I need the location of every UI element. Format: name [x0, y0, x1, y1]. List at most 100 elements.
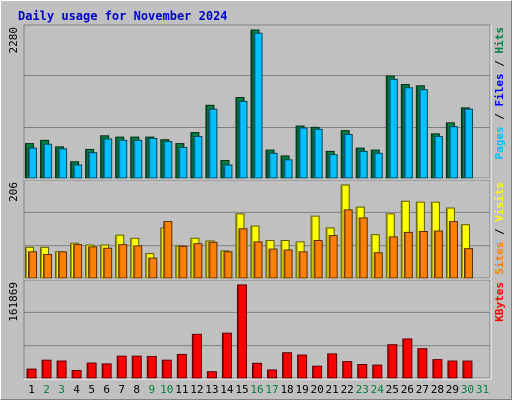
legend-text: Pages / Files / Hits [493, 27, 506, 160]
bar-files-10 [163, 141, 173, 179]
panel-kbytes: 161869 [7, 279, 492, 380]
bar-kbytes-13 [206, 371, 217, 379]
legend-item-files: Files [493, 73, 506, 106]
bar-kbytes-3 [56, 360, 67, 379]
x-tick-label: 16 [250, 383, 263, 396]
bar-kbytes-28 [432, 359, 443, 379]
x-tick-label: 25 [386, 383, 399, 396]
bar-sites-5 [88, 246, 98, 279]
bar-kbytes-11 [176, 353, 187, 379]
bar-kbytes-5 [86, 362, 97, 379]
x-tick-label: 3 [58, 383, 65, 396]
bar-files-12 [193, 135, 203, 179]
bar-kbytes-24 [372, 364, 383, 379]
bar-files-15 [238, 100, 248, 179]
bar-kbytes-9 [146, 355, 157, 379]
x-tick-label: 10 [160, 383, 173, 396]
bar-files-17 [268, 152, 278, 179]
bar-files-22 [343, 134, 353, 179]
bar-sites-12 [193, 243, 203, 279]
x-tick-label: 5 [88, 383, 95, 396]
legend-separator: / [493, 107, 506, 127]
legend-item-pages: Pages [493, 126, 506, 159]
bar-files-26 [403, 87, 413, 179]
x-tick-label: 14 [220, 383, 234, 396]
bar-kbytes-8 [131, 355, 142, 379]
bar-sites-23 [358, 217, 368, 279]
x-tick-label: 8 [133, 383, 140, 396]
bar-sites-16 [253, 241, 263, 279]
y-max-label: 206 [7, 182, 20, 202]
bar-sites-10 [163, 221, 173, 279]
x-tick-label: 23 [356, 383, 369, 396]
x-tick-label: 27 [416, 383, 429, 396]
bar-kbytes-10 [161, 359, 172, 379]
x-tick-label: 2 [43, 383, 50, 396]
chart-title: Daily usage for November 2024 [18, 9, 228, 23]
bar-sites-4 [73, 244, 83, 279]
bar-files-20 [313, 128, 323, 179]
bar-kbytes-15 [236, 284, 247, 379]
x-tick-label: 4 [73, 383, 80, 396]
legend-item-sites: Sites [493, 242, 506, 275]
bar-sites-9 [148, 257, 158, 279]
bar-kbytes-22 [342, 361, 353, 379]
bar-kbytes-18 [282, 352, 293, 379]
bar-sites-30 [463, 248, 473, 279]
bar-files-3 [58, 148, 68, 179]
legend-separator: / [493, 222, 506, 242]
bar-sites-14 [223, 251, 233, 279]
bar-kbytes-29 [447, 360, 458, 379]
bar-kbytes-19 [297, 354, 308, 379]
bar-files-7 [118, 139, 128, 179]
x-tick-label: 13 [205, 383, 218, 396]
bar-kbytes-25 [387, 344, 398, 379]
bar-kbytes-14 [221, 332, 232, 379]
bar-sites-7 [118, 244, 128, 279]
x-tick-label: 31 [476, 383, 489, 396]
bar-kbytes-30 [462, 360, 473, 379]
bar-kbytes-21 [327, 353, 338, 379]
bar-files-5 [88, 152, 98, 179]
bar-files-8 [133, 139, 143, 179]
bar-kbytes-6 [101, 363, 112, 379]
bar-kbytes-7 [116, 355, 127, 379]
bar-sites-13 [208, 241, 218, 279]
x-tick-label: 20 [311, 383, 324, 396]
x-tick-label: 17 [265, 383, 278, 396]
bar-kbytes-12 [191, 333, 202, 379]
bar-sites-11 [178, 245, 188, 279]
bar-kbytes-20 [312, 365, 323, 379]
x-tick-label: 9 [148, 383, 155, 396]
panel-background [23, 279, 491, 379]
bar-sites-2 [43, 254, 53, 279]
bar-sites-27 [418, 231, 428, 279]
bar-files-16 [253, 32, 263, 179]
bar-sites-17 [268, 248, 278, 279]
bar-files-14 [223, 164, 233, 179]
panel-hits-files-pages: 2280 [7, 24, 492, 180]
bar-sites-8 [133, 245, 143, 279]
bar-kbytes-23 [357, 363, 368, 379]
bar-files-2 [43, 143, 53, 179]
bar-files-21 [328, 154, 338, 179]
bar-sites-21 [328, 235, 338, 279]
bar-sites-3 [58, 251, 68, 279]
bar-sites-24 [373, 252, 383, 279]
bar-sites-20 [313, 240, 323, 279]
x-tick-label: 6 [103, 383, 110, 396]
x-tick-label: 21 [326, 383, 339, 396]
legend-visits-sites: Sites / Visits [493, 182, 506, 275]
bar-sites-22 [343, 209, 353, 279]
bar-kbytes-1 [26, 368, 37, 379]
bar-files-24 [373, 152, 383, 179]
x-tick-label: 19 [295, 383, 308, 396]
y-max-label: 161869 [7, 282, 20, 322]
bar-kbytes-26 [402, 338, 413, 379]
legend-hits-files-pages: Pages / Files / Hits [493, 27, 506, 160]
x-tick-label: 18 [280, 383, 293, 396]
bar-files-28 [433, 135, 443, 179]
bar-files-23 [358, 150, 368, 179]
bar-files-18 [283, 159, 293, 179]
bar-files-9 [148, 137, 158, 179]
